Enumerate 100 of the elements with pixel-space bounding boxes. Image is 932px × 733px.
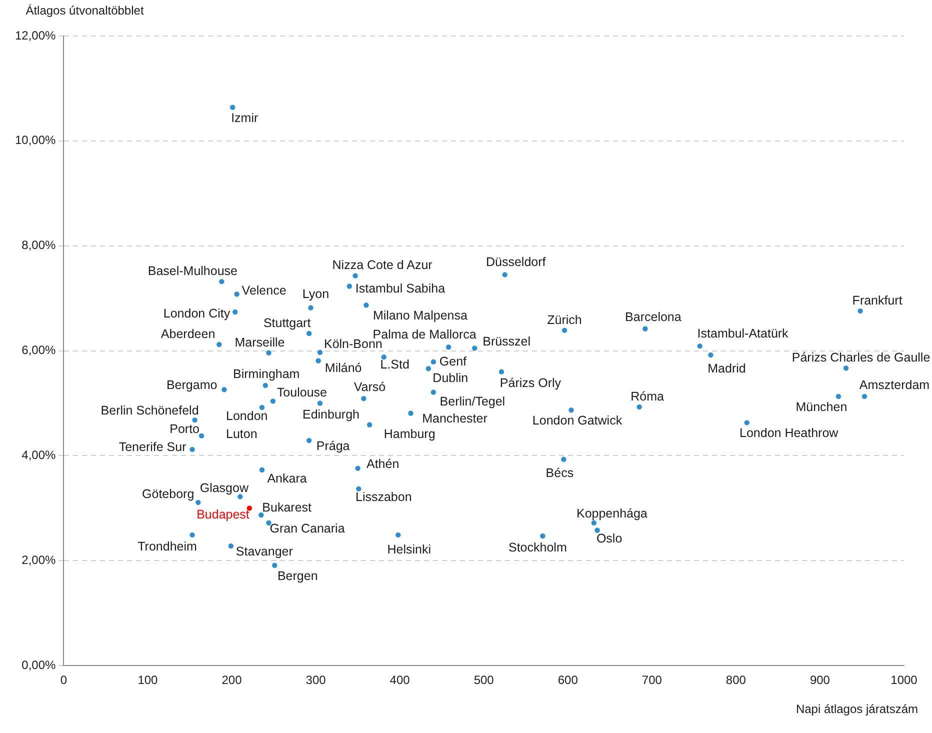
y-tick-label: 2,00% <box>22 552 56 567</box>
point <box>502 272 508 278</box>
point <box>190 446 195 452</box>
series-label: Aberdeen <box>160 326 216 341</box>
series-label: Stuttgart <box>263 316 312 330</box>
series-label: Prága <box>316 438 350 453</box>
point <box>346 284 352 289</box>
x-tick-label: 500 <box>474 673 494 688</box>
point <box>708 352 714 358</box>
y-tick-label: 4,00% <box>22 448 56 462</box>
series-label: Madrid <box>708 361 746 376</box>
point <box>561 456 566 462</box>
point <box>266 520 272 526</box>
series-label: Athén <box>366 456 400 471</box>
series-label: L.Std <box>380 358 410 372</box>
series-label: Toulouse <box>276 386 328 400</box>
point <box>697 343 702 349</box>
series-label: Bukarest <box>262 500 312 514</box>
x-tick-label: 400 <box>390 673 410 688</box>
point <box>266 350 272 356</box>
point <box>498 369 504 374</box>
series-label: Glasgow <box>200 481 250 496</box>
series-label: London Luton <box>226 408 268 441</box>
point <box>472 346 478 351</box>
series-label: Budapest <box>196 508 250 522</box>
point <box>568 407 574 413</box>
series-label: Basel-Mulhouse <box>148 264 238 278</box>
point <box>352 273 358 278</box>
x-tick-label: 1000 <box>890 673 918 688</box>
series-label: Gran Canaria <box>270 521 345 536</box>
series-label: Manchester <box>422 412 488 426</box>
series-label: Tenerife Sur <box>118 440 186 454</box>
series-label: Lyon <box>302 287 330 302</box>
series-label: Oslo <box>596 532 622 546</box>
series-label: Izmir <box>231 110 258 125</box>
series-label: Stavanger <box>236 544 293 558</box>
series-label: Barcelona <box>625 310 682 324</box>
series-label: München <box>796 400 848 414</box>
point <box>862 394 868 400</box>
y-tick-label: 12,00% <box>14 28 56 42</box>
point <box>258 512 264 518</box>
series-label: Birmingham <box>233 366 300 381</box>
series-label: Edinburgh <box>302 408 360 422</box>
point <box>228 543 234 549</box>
point <box>381 354 386 360</box>
point <box>272 562 278 568</box>
series-label: Velence <box>242 284 286 298</box>
series-label: Frankfurt <box>852 293 903 308</box>
point <box>408 410 414 416</box>
y-tick-label: 10,00% <box>14 133 56 148</box>
point <box>430 359 436 364</box>
point <box>361 396 366 402</box>
point <box>316 358 321 364</box>
x-tick-label: 700 <box>642 673 662 688</box>
series-label: Bergamo <box>166 378 218 392</box>
point <box>306 438 312 444</box>
series-label: Párizs Charles de Gaulle <box>792 350 930 365</box>
point <box>306 330 312 336</box>
y-axis-title: Átlagos útvonaltöbblet <box>26 3 144 18</box>
series-label: Helsinki <box>387 542 432 556</box>
series-label: Göteborg <box>142 486 194 501</box>
series-label: Istambul Sabiha <box>355 282 446 296</box>
point <box>270 398 276 404</box>
point <box>594 528 600 533</box>
y-tick-label: 0,00% <box>22 658 56 672</box>
point <box>744 420 750 426</box>
point <box>366 422 372 428</box>
series-label: Milánó <box>324 361 362 376</box>
series-label: Párizs Orly <box>500 376 562 390</box>
series-label: Bécs <box>546 466 574 480</box>
point <box>222 387 227 392</box>
series-label: Hamburg <box>384 427 436 442</box>
x-tick-label: 300 <box>306 673 326 688</box>
point <box>196 500 201 506</box>
series-label: Róma <box>630 389 664 404</box>
point <box>230 104 236 110</box>
series-label: Milano Malpensa <box>372 308 468 323</box>
x-tick-label: 100 <box>138 673 158 688</box>
point <box>317 400 323 406</box>
point <box>355 466 360 471</box>
series-label: Trondheim <box>138 539 197 554</box>
point <box>562 328 568 333</box>
series-label: Zürich <box>547 312 582 327</box>
series-label: Amszterdam <box>859 378 930 392</box>
point <box>426 366 431 372</box>
series-label: Lisszabon <box>355 490 412 504</box>
x-tick-label: 900 <box>810 673 830 688</box>
x-tick-label: 200 <box>222 673 242 688</box>
point <box>446 344 452 350</box>
series-label: Dublin <box>432 371 468 386</box>
series-label: Ankara <box>267 471 307 486</box>
point <box>259 467 265 472</box>
point <box>591 520 597 526</box>
series-label: Varsó <box>354 380 386 394</box>
point <box>636 404 642 410</box>
point <box>836 394 842 400</box>
point <box>232 309 238 315</box>
point <box>642 326 648 332</box>
x-tick-label: 0 <box>60 673 68 688</box>
series-label: Berlin Schönefeld <box>100 404 199 418</box>
